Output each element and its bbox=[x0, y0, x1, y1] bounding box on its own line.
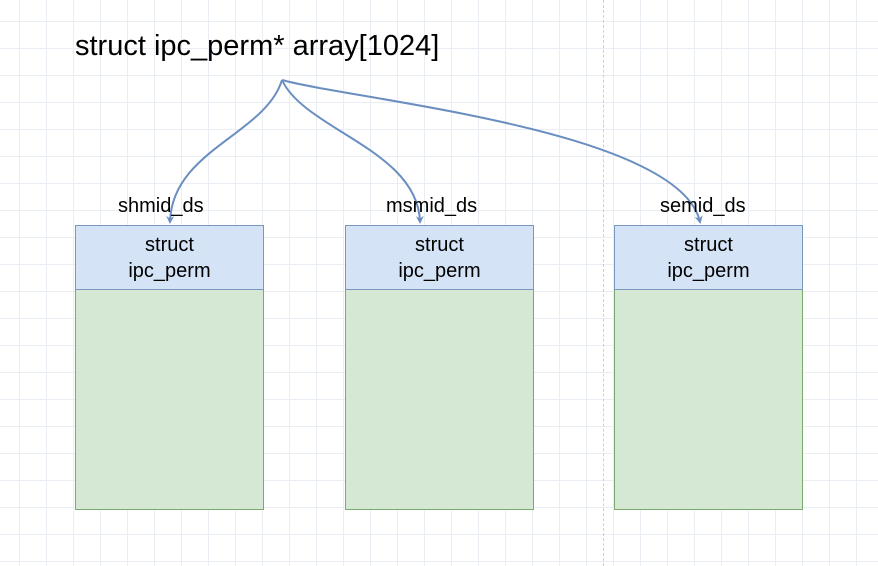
struct-header-msg: structipc_perm bbox=[345, 225, 534, 290]
struct-header-sem: structipc_perm bbox=[614, 225, 803, 290]
struct-header-line: ipc_perm bbox=[615, 258, 802, 284]
struct-header-line: struct bbox=[346, 232, 533, 258]
struct-header-line: struct bbox=[76, 232, 263, 258]
struct-label-sem: semid_ds bbox=[660, 195, 746, 218]
diagram-title: struct ipc_perm* array[1024] bbox=[75, 30, 439, 63]
struct-header-line: struct bbox=[615, 232, 802, 258]
struct-label-msg: msmid_ds bbox=[386, 195, 477, 218]
struct-body-sem bbox=[614, 290, 803, 510]
struct-box-shm: structipc_perm bbox=[75, 225, 264, 510]
struct-body-shm bbox=[75, 290, 264, 510]
struct-box-msg: structipc_perm bbox=[345, 225, 534, 510]
dashed-guide-line bbox=[603, 0, 604, 566]
struct-header-line: ipc_perm bbox=[76, 258, 263, 284]
struct-header-shm: structipc_perm bbox=[75, 225, 264, 290]
struct-label-shm: shmid_ds bbox=[118, 195, 204, 218]
struct-body-msg bbox=[345, 290, 534, 510]
struct-box-sem: structipc_perm bbox=[614, 225, 803, 510]
struct-header-line: ipc_perm bbox=[346, 258, 533, 284]
